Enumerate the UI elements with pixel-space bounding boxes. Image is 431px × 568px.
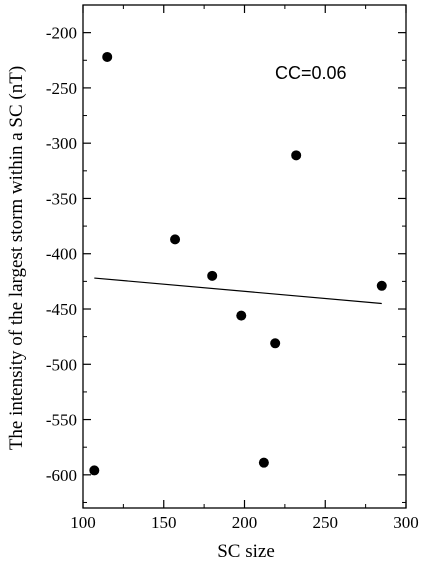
correlation-annotation: CC=0.06 — [275, 63, 347, 83]
x-axis: 100 150 200 250 300 — [70, 5, 419, 532]
trend-line-group — [94, 277, 382, 305]
x-axis-title: SC size — [217, 541, 275, 562]
x-tick-label: 250 — [313, 513, 339, 532]
plot-border — [82, 4, 407, 509]
data-point — [291, 150, 302, 161]
y-tick-label: -500 — [46, 355, 77, 374]
data-point — [170, 234, 181, 245]
data-points — [89, 51, 387, 476]
data-point — [236, 310, 247, 321]
plot-frame — [82, 4, 407, 509]
data-point — [270, 338, 281, 349]
y-tick-label: -550 — [46, 411, 77, 430]
y-tick-label: -400 — [46, 245, 77, 264]
data-point — [102, 51, 113, 62]
y-tick-label: -300 — [46, 134, 77, 153]
y-tick-label: -250 — [46, 79, 77, 98]
trend-line — [94, 277, 382, 305]
y-tick-label: -350 — [46, 189, 77, 208]
data-point — [89, 465, 100, 476]
data-point — [258, 457, 269, 468]
data-point — [207, 270, 218, 281]
x-tick-label: 150 — [151, 513, 177, 532]
x-tick-label: 100 — [70, 513, 96, 532]
y-axis-title: The intensity of the largest storm withi… — [6, 66, 27, 450]
x-tick-label: 200 — [232, 513, 258, 532]
data-point — [376, 280, 387, 291]
x-tick-label: 300 — [393, 513, 419, 532]
y-tick-label: -450 — [46, 300, 77, 319]
y-axis: -200 -250 -300 -350 -400 -450 -500 -550 -600 — [46, 24, 406, 503]
y-tick-label: -200 — [46, 24, 77, 43]
y-tick-label: -600 — [46, 466, 77, 485]
